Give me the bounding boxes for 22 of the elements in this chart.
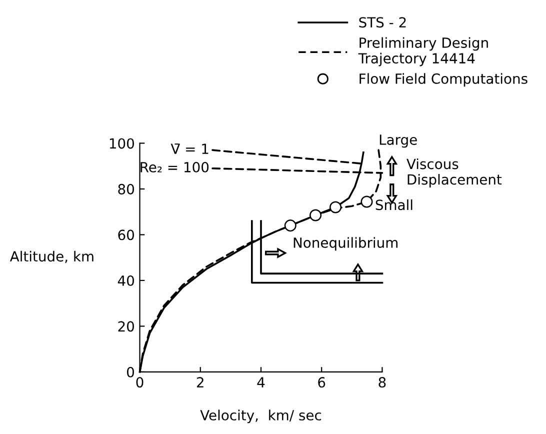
annotation: V̄ = 1 (170, 144, 208, 154)
x-tick-label: 6 (318, 377, 326, 388)
x-tick-label: 8 (378, 377, 386, 388)
legend-label: STS - 2 (359, 17, 406, 28)
x-tick-label: 2 (196, 377, 204, 388)
legend-label: Flow Field Computations (360, 73, 528, 87)
annotation: Nonequilibrium (294, 237, 398, 251)
x-tick-label: 4 (257, 377, 265, 388)
legend-label: Preliminary Design Trajectory 14414 (358, 37, 488, 66)
y-tick-label: 80 (118, 184, 134, 194)
annotation: Re₂ = 100 (140, 162, 209, 172)
y-tick-label: 40 (118, 275, 134, 286)
annotation: Large (380, 134, 417, 148)
y-tick-label: 100 (110, 138, 134, 149)
text: Viscous Displacement (406, 158, 502, 188)
y-axis-title: Altitude, km (10, 250, 94, 264)
x-tick-label: 0 (136, 377, 144, 388)
y-tick-label: 60 (118, 230, 134, 240)
annotation: Small (376, 199, 412, 210)
x-axis-title: Velocity, km/ sec (200, 410, 322, 424)
y-tick-label: 0 (126, 366, 134, 378)
y-tick-label: 20 (118, 321, 134, 332)
